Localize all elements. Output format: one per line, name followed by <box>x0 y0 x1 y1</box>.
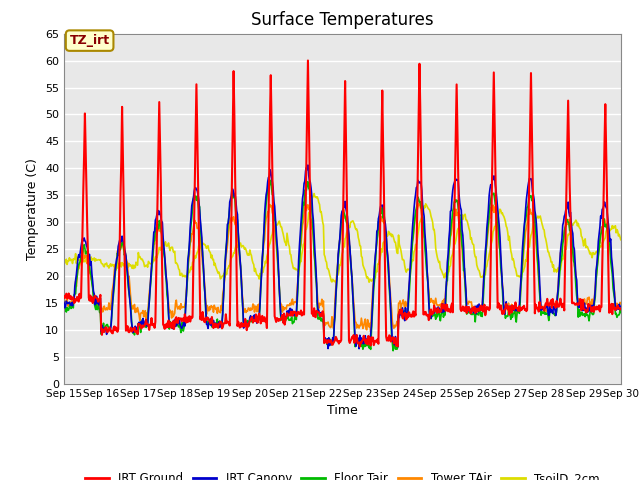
X-axis label: Time: Time <box>327 405 358 418</box>
Y-axis label: Temperature (C): Temperature (C) <box>26 158 40 260</box>
Text: TZ_irt: TZ_irt <box>70 34 109 47</box>
Legend: IRT Ground, IRT Canopy, Floor Tair, Tower TAir, TsoilD_2cm: IRT Ground, IRT Canopy, Floor Tair, Towe… <box>81 467 604 480</box>
Title: Surface Temperatures: Surface Temperatures <box>251 11 434 29</box>
